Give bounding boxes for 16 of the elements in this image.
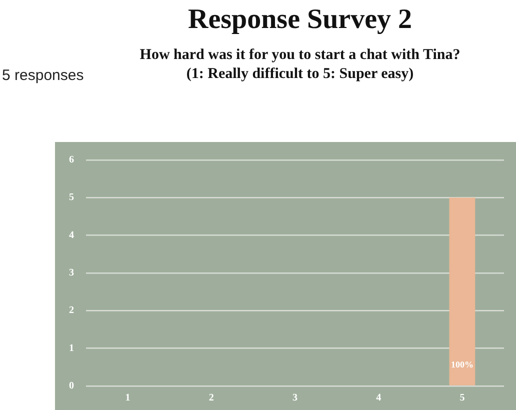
y-tick-label: 6 <box>69 154 74 166</box>
x-tick-label: 1 <box>125 392 130 404</box>
text: 5 responses <box>2 67 84 84</box>
x-tick-label: 2 <box>208 392 214 404</box>
y-tick-label: 4 <box>69 230 74 241</box>
annotation: 100% <box>450 360 474 370</box>
y-tick-label: 3 <box>69 268 74 279</box>
y-tick-label: 0 <box>69 380 74 392</box>
y-tick-label: 2 <box>69 305 74 316</box>
x-tick-label: 5 <box>460 392 465 404</box>
x-tick-label: 4 <box>376 392 382 404</box>
y-tick-label: 1 <box>69 342 74 354</box>
x-tick-label: 3 <box>292 392 298 404</box>
chart-subtitle: How hard was it for you to start a chat with Tina? (1: Really difficult to 5: Super easy) <box>138 46 462 84</box>
chart-title: Response Survey 2 <box>186 4 413 36</box>
y-tick-label: 5 <box>69 192 74 204</box>
